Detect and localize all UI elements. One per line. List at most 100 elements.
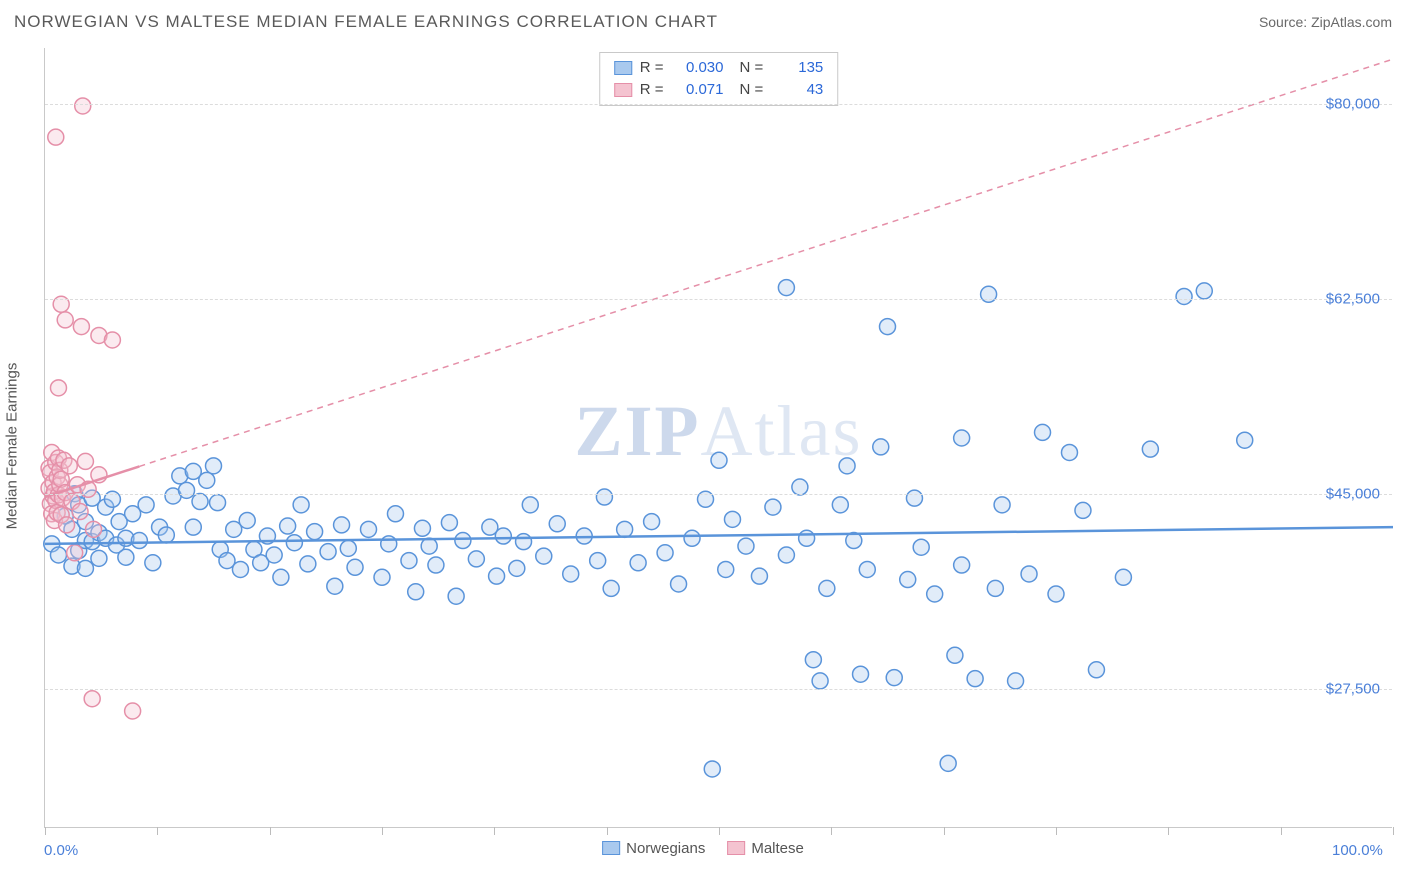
data-point (347, 559, 363, 575)
data-point (792, 479, 808, 495)
data-point (1075, 502, 1091, 518)
data-point (805, 652, 821, 668)
data-point (718, 561, 734, 577)
trend-line-dashed (139, 59, 1393, 466)
data-point (192, 494, 208, 510)
data-point (232, 561, 248, 577)
data-point (280, 518, 296, 534)
trend-line-solid (45, 527, 1393, 544)
data-point (401, 553, 417, 569)
data-point (77, 453, 93, 469)
source-label: Source: ZipAtlas.com (1259, 14, 1392, 30)
legend-swatch (614, 61, 632, 75)
data-point (210, 495, 226, 511)
data-point (61, 458, 77, 474)
data-point (1115, 569, 1131, 585)
data-point (489, 568, 505, 584)
x-tick (1281, 827, 1282, 835)
data-point (1196, 283, 1212, 299)
data-point (408, 584, 424, 600)
data-point (340, 540, 356, 556)
data-point (906, 490, 922, 506)
data-point (59, 517, 75, 533)
data-point (131, 533, 147, 549)
x-tick (382, 827, 383, 835)
data-point (516, 534, 532, 550)
data-point (138, 497, 154, 513)
data-point (86, 521, 102, 537)
data-point (1021, 566, 1037, 582)
data-point (549, 516, 565, 532)
gridline-h (45, 299, 1392, 300)
data-point (286, 535, 302, 551)
data-point (1176, 288, 1192, 304)
gridline-h (45, 494, 1392, 495)
data-point (839, 458, 855, 474)
data-point (873, 439, 889, 455)
data-point (799, 530, 815, 546)
data-point (765, 499, 781, 515)
data-point (590, 553, 606, 569)
y-tick-label: $27,500 (1326, 680, 1380, 697)
data-point (987, 580, 1003, 596)
stats-legend: R =0.030N =135R =0.071N =43 (599, 52, 839, 106)
data-point (414, 520, 430, 536)
data-point (1048, 586, 1064, 602)
y-tick-label: $80,000 (1326, 95, 1380, 112)
data-point (880, 319, 896, 335)
data-point (91, 550, 107, 566)
data-point (1142, 441, 1158, 457)
data-point (104, 332, 120, 348)
data-point (185, 519, 201, 535)
stats-legend-row: R =0.071N =43 (614, 79, 824, 101)
x-tick (831, 827, 832, 835)
data-point (630, 555, 646, 571)
data-point (387, 506, 403, 522)
data-point (738, 538, 754, 554)
data-point (84, 691, 100, 707)
data-point (495, 528, 511, 544)
scatter-plot: ZIPAtlas R =0.030N =135R =0.071N =43 $27… (44, 48, 1392, 828)
data-point (994, 497, 1010, 513)
r-value: 0.030 (672, 57, 724, 79)
data-point (657, 545, 673, 561)
data-point (711, 452, 727, 468)
x-tick (607, 827, 608, 835)
data-point (751, 568, 767, 584)
data-point (954, 430, 970, 446)
data-point (266, 547, 282, 563)
data-point (273, 569, 289, 585)
data-point (118, 549, 134, 565)
data-point (428, 557, 444, 573)
r-label: R = (640, 79, 664, 101)
series-legend-item: Norwegians (602, 840, 705, 857)
data-point (441, 515, 457, 531)
series-legend-item: Maltese (727, 840, 804, 857)
data-point (603, 580, 619, 596)
data-point (819, 580, 835, 596)
x-tick (1168, 827, 1169, 835)
data-point (927, 586, 943, 602)
x-axis-min-label: 0.0% (44, 842, 78, 859)
data-point (509, 560, 525, 576)
data-point (1088, 662, 1104, 678)
data-point (1035, 424, 1051, 440)
gridline-h (45, 104, 1392, 105)
data-point (563, 566, 579, 582)
x-tick (45, 827, 46, 835)
data-point (50, 380, 66, 396)
data-point (77, 560, 93, 576)
data-point (361, 521, 377, 537)
r-value: 0.071 (672, 79, 724, 101)
data-point (320, 544, 336, 560)
data-point (536, 548, 552, 564)
data-point (778, 280, 794, 296)
data-point (812, 673, 828, 689)
data-point (671, 576, 687, 592)
legend-swatch (602, 841, 620, 855)
data-point (57, 312, 73, 328)
gridline-h (45, 689, 1392, 690)
data-point (67, 545, 83, 561)
x-tick (1393, 827, 1394, 835)
x-tick (157, 827, 158, 835)
